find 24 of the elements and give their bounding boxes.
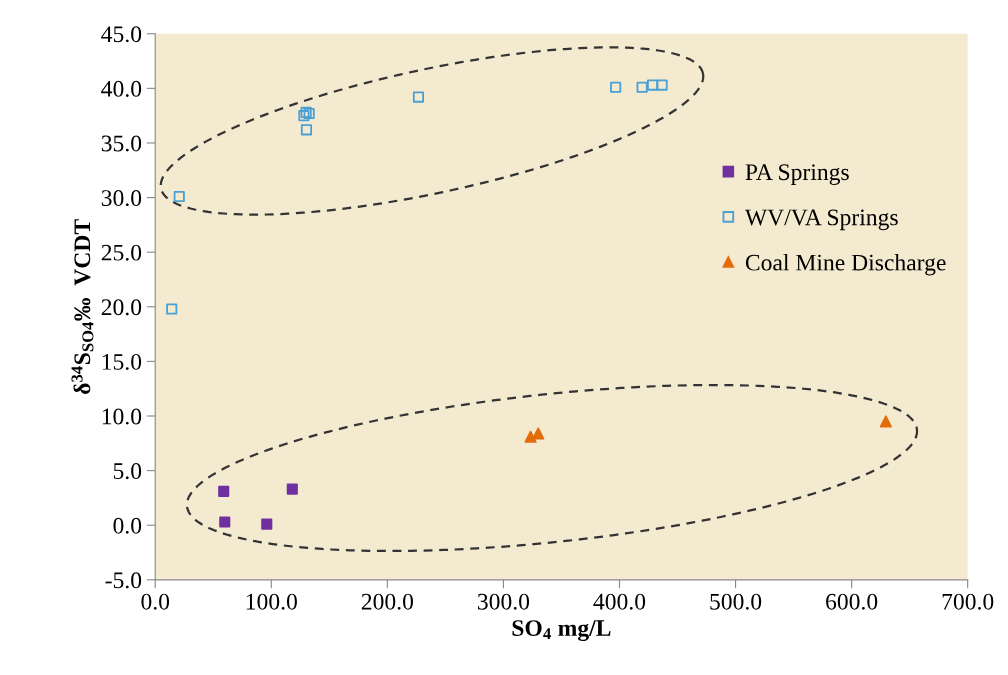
y-tick-label: 45.0 [101,26,142,43]
x-axis-title: SO$_{4}$ mg/L [512,620,611,641]
y-tick-label: 0.0 [113,517,142,534]
x-tick-label: 600.0 [826,593,878,610]
y-tick-label: 25.0 [101,244,142,261]
legend-label: PA Springs [745,164,849,185]
x-tick-label: 400.0 [593,593,646,610]
y-tick-label: 20.0 [101,299,142,316]
y-tick-label: -5.0 [105,572,142,589]
x-tick-label: 700.0 [942,593,994,610]
x-tick-label: 100.0 [246,593,297,610]
x-tick-label: 500.0 [710,593,762,610]
y-tick-label: 30.0 [101,190,142,207]
x-tick-label: 200.0 [361,593,414,610]
legend-label: WV/VA Springs [744,209,898,231]
x-tick-label: 300.0 [477,593,530,610]
y-tick-label: 40.0 [101,80,142,97]
y-tick-label: 35.0 [101,135,142,152]
y-tick-label: 15.0 [102,353,142,370]
y-tick-label: 5.0 [113,463,142,480]
y-axis-title: δ$^{34}$S$_{SO4}$‰ VCDT [71,219,94,394]
x-tick-label: 0.0 [141,593,170,610]
legend-label: Coal Mine Discharge [745,253,946,276]
y-tick-label: 10.0 [102,408,142,425]
